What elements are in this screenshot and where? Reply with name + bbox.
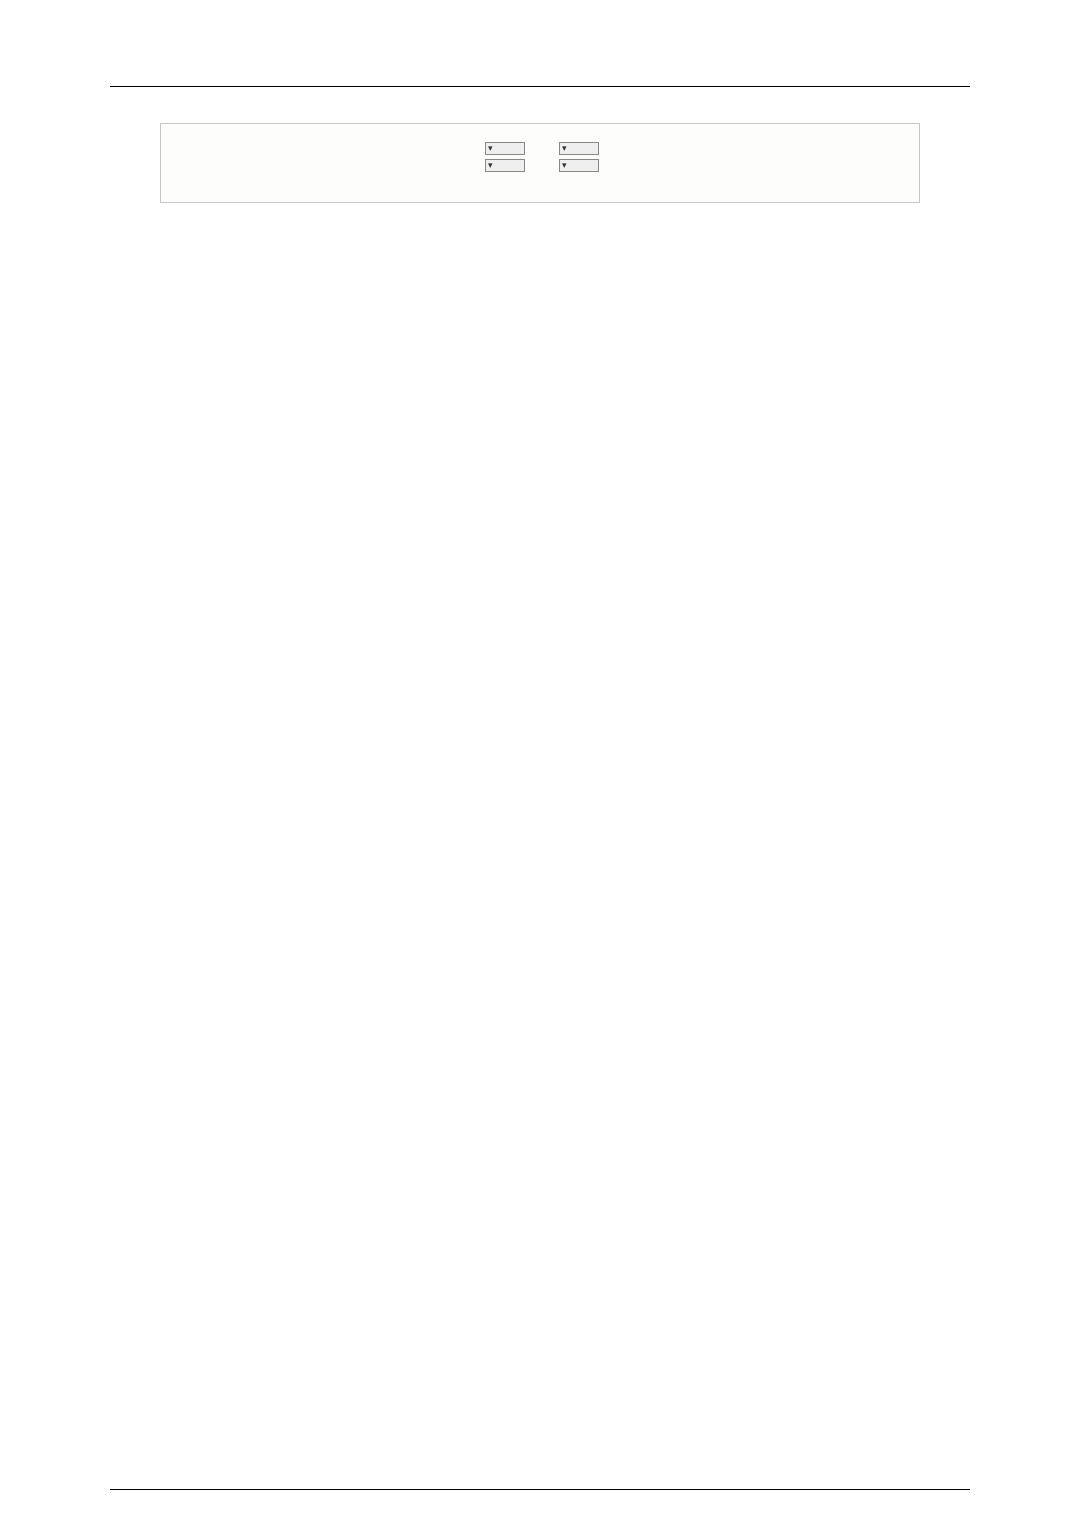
private-default-select[interactable]: ▾ xyxy=(485,159,525,172)
dmz-default-select[interactable]: ▾ xyxy=(559,159,599,172)
settings-row-2: ▾ ▾ xyxy=(171,159,909,172)
public-default-select[interactable]: ▾ xyxy=(559,142,599,155)
security-level-select[interactable]: ▾ xyxy=(485,142,525,155)
figure-ip-filter-config: ▾ ▾ ▾ ▾ xyxy=(160,123,920,203)
page-number xyxy=(110,1489,970,1496)
document-header xyxy=(110,80,970,87)
settings-row-1: ▾ ▾ xyxy=(171,142,909,155)
